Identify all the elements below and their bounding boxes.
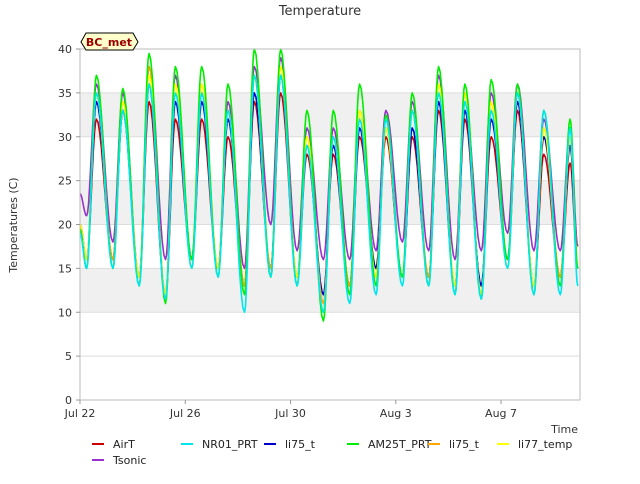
- legend-item: li77_temp: [497, 438, 572, 451]
- series-layer: [79, 48, 579, 322]
- background-band: [80, 268, 580, 313]
- chart-title: Temperature: [278, 4, 361, 19]
- background-band: [80, 356, 580, 400]
- y-tick-label: 20: [58, 219, 72, 232]
- legend-item: NR01_PRT: [181, 438, 258, 451]
- legend-item: AM25T_PRT: [347, 438, 432, 451]
- site-label-background: [80, 32, 139, 51]
- x-tick-label: Jul 26: [169, 407, 201, 420]
- legend-label: li77_temp: [518, 438, 572, 451]
- legend-item: Tsonic: [92, 454, 146, 467]
- legend: AirT NR01_PRT li75_t AM25T_PRT li75_t li77_te…: [92, 438, 572, 467]
- x-tick-label: Aug 7: [485, 407, 517, 420]
- y-tick-label: 10: [58, 306, 72, 319]
- y-tick-label: 35: [58, 87, 72, 100]
- site-label-box: BC_met: [80, 32, 139, 51]
- x-axis-label: Time: [550, 423, 578, 436]
- y-axis: 0 5 10 15 20 25 30 35 40: [58, 43, 80, 407]
- legend-item: li75_t: [428, 438, 480, 451]
- y-tick-label: 0: [65, 394, 72, 407]
- x-tick-label: Jul 30: [274, 407, 306, 420]
- legend-label: AirT: [113, 438, 135, 451]
- legend-item: AirT: [92, 438, 135, 451]
- legend-item: li75_t: [264, 438, 316, 451]
- series-line-nr01-prt: [79, 74, 579, 314]
- x-axis: Jul 22 Jul 26 Jul 30 Aug 3 Aug 7: [64, 400, 517, 420]
- background-band: [80, 312, 580, 357]
- legend-label: NR01_PRT: [202, 438, 258, 451]
- y-tick-label: 5: [65, 350, 72, 363]
- y-tick-label: 40: [58, 43, 72, 56]
- legend-label: Tsonic: [112, 454, 146, 467]
- x-tick-label: Aug 3: [380, 407, 412, 420]
- site-label: BC_met: [86, 36, 132, 49]
- y-axis-label: Temperatures (C): [7, 177, 20, 273]
- legend-label: AM25T_PRT: [368, 438, 432, 451]
- background-band: [80, 49, 580, 93]
- y-tick-label: 30: [58, 131, 72, 144]
- x-tick-label: Jul 22: [64, 407, 96, 420]
- y-tick-label: 15: [58, 262, 72, 275]
- legend-label: li75_t: [285, 438, 316, 451]
- legend-label: li75_t: [449, 438, 480, 451]
- y-tick-label: 25: [58, 175, 72, 188]
